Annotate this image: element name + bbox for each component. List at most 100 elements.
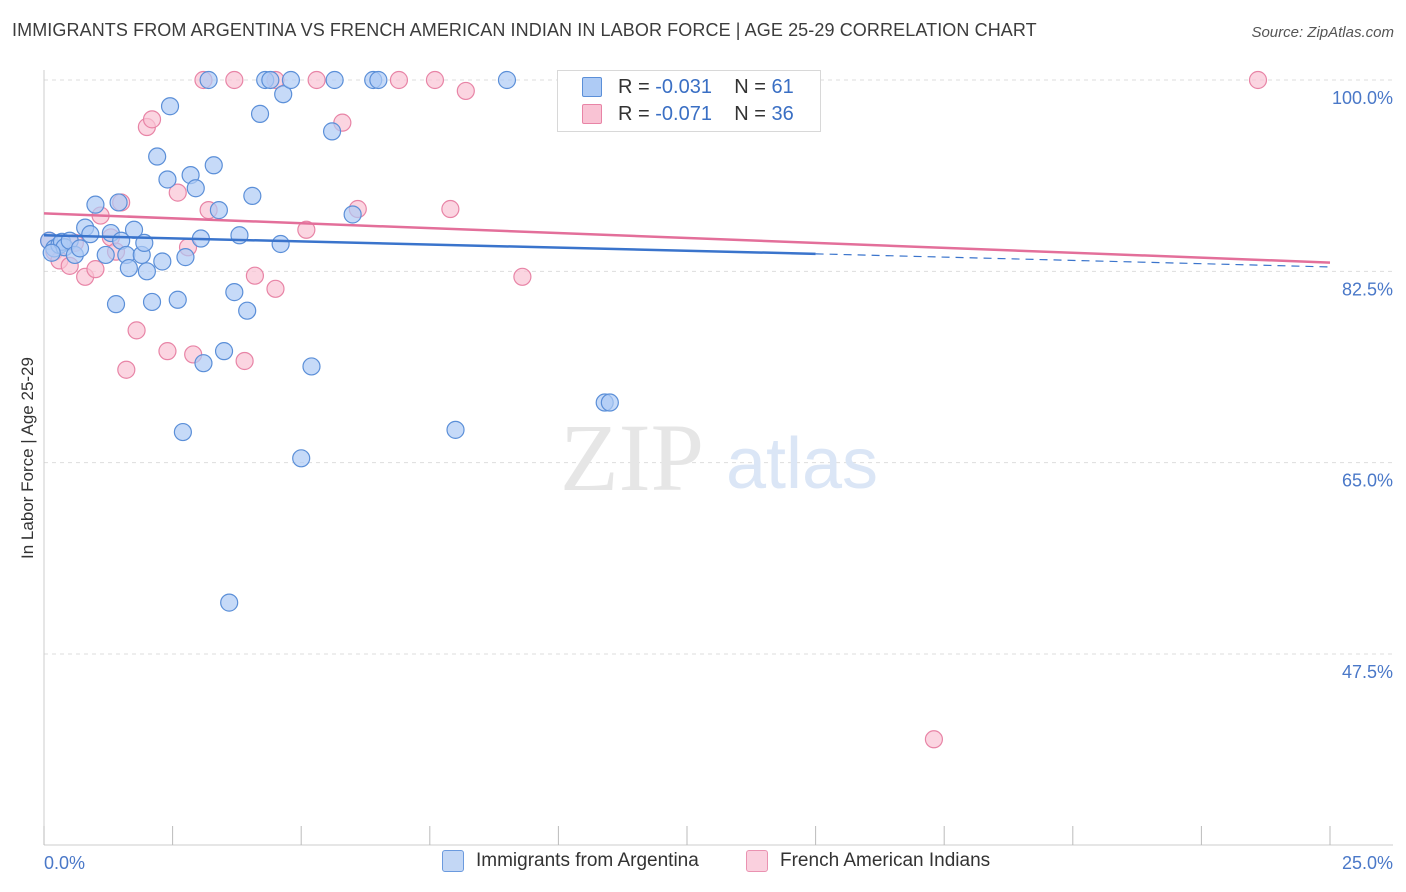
legend-r-label: R = — [618, 102, 650, 125]
source-credit: Source: ZipAtlas.com — [1251, 24, 1394, 41]
data-point[interactable] — [235, 351, 254, 371]
data-point[interactable] — [924, 730, 944, 749]
y-tick-labels: 100.0% 82.5% 65.0% 47.5% — [1332, 88, 1393, 682]
data-point[interactable] — [214, 342, 234, 361]
series-immigrants-from-argentina — [40, 70, 619, 612]
data-point[interactable] — [302, 357, 321, 376]
legend-n-label: N = — [734, 75, 766, 98]
x-tick-labels: 0.0% 25.0% — [44, 853, 1393, 873]
y-tick-label: 47.5% — [1342, 662, 1393, 682]
data-point[interactable] — [446, 420, 465, 439]
y-tick-label: 100.0% — [1332, 88, 1393, 108]
data-point[interactable] — [389, 70, 409, 90]
x-tick-label-min: 0.0% — [44, 853, 85, 873]
data-point[interactable] — [142, 110, 162, 129]
data-point[interactable] — [168, 290, 187, 309]
series-legend: Immigrants from Argentina French America… — [0, 850, 1406, 878]
data-point[interactable] — [117, 360, 136, 379]
data-point[interactable] — [456, 81, 475, 101]
trend-line-french — [43, 212, 1331, 264]
data-point[interactable] — [274, 85, 293, 104]
watermark-atlas: atlas — [726, 424, 878, 504]
data-point[interactable] — [142, 292, 162, 312]
data-point[interactable] — [160, 97, 180, 116]
data-point[interactable] — [119, 258, 138, 278]
data-point[interactable] — [186, 179, 205, 198]
data-point[interactable] — [1248, 70, 1268, 90]
data-point[interactable] — [441, 199, 460, 219]
legend-n-value: 36 — [771, 102, 794, 125]
data-point[interactable] — [225, 70, 244, 90]
y-tick-label: 82.5% — [1342, 279, 1393, 299]
data-point[interactable] — [271, 234, 290, 254]
legend-n-label: N = — [734, 102, 766, 125]
watermark-zip: ZIP — [560, 404, 704, 511]
data-point[interactable] — [250, 104, 270, 123]
legend-r-value: -0.071 — [655, 102, 712, 125]
data-point[interactable] — [266, 279, 285, 298]
data-point[interactable] — [325, 70, 344, 90]
legend-n-value: 61 — [771, 75, 794, 98]
data-point[interactable] — [153, 252, 172, 271]
legend-swatch-pink — [582, 104, 602, 124]
legend-swatch-pink — [746, 850, 768, 872]
data-point[interactable] — [204, 156, 223, 175]
data-point[interactable] — [238, 301, 257, 320]
data-point[interactable] — [168, 183, 187, 202]
data-point[interactable] — [513, 267, 532, 286]
data-point[interactable] — [497, 70, 517, 90]
data-point[interactable] — [369, 70, 388, 90]
legend-swatch-blue — [582, 77, 602, 97]
legend-item-french[interactable]: French American Indians — [746, 850, 990, 872]
legend-r-value: -0.031 — [655, 75, 712, 98]
legend-row-french: R = -0.071 N = 36 — [582, 101, 794, 127]
data-point[interactable] — [292, 449, 311, 468]
data-point[interactable] — [42, 243, 61, 262]
data-point[interactable] — [261, 70, 280, 90]
trend-lines — [43, 212, 1331, 268]
data-point[interactable] — [81, 225, 100, 244]
data-point[interactable] — [176, 248, 195, 267]
data-point[interactable] — [281, 70, 301, 90]
legend-item-argentina[interactable]: Immigrants from Argentina — [442, 850, 699, 872]
data-point[interactable] — [322, 122, 342, 141]
data-point[interactable] — [425, 70, 445, 90]
data-point[interactable] — [96, 245, 115, 265]
legend-row-argentina: R = -0.031 N = 61 — [582, 74, 794, 100]
data-point[interactable] — [220, 593, 239, 612]
legend-r-label: R = — [618, 75, 650, 98]
data-point[interactable] — [243, 186, 262, 205]
axes — [43, 70, 1393, 846]
data-point[interactable] — [245, 266, 265, 285]
data-point[interactable] — [109, 193, 128, 212]
data-point[interactable] — [86, 260, 105, 279]
trend-line-argentina — [43, 234, 816, 256]
data-point[interactable] — [225, 283, 244, 302]
x-tick-label-max: 25.0% — [1342, 853, 1393, 873]
chart-title: IMMIGRANTS FROM ARGENTINA VS FRENCH AMER… — [12, 20, 1037, 40]
data-point[interactable] — [297, 220, 316, 239]
data-point[interactable] — [70, 239, 90, 258]
data-point[interactable] — [86, 195, 105, 214]
legend-label-french: French American Indians — [780, 850, 991, 871]
data-point[interactable] — [127, 321, 146, 340]
data-point[interactable] — [106, 295, 126, 314]
legend-label-argentina: Immigrants from Argentina — [476, 850, 699, 871]
data-point[interactable] — [199, 70, 218, 90]
data-point[interactable] — [343, 205, 362, 224]
data-point[interactable] — [307, 70, 326, 90]
data-point[interactable] — [209, 201, 228, 220]
data-point[interactable] — [194, 354, 213, 373]
data-point[interactable] — [137, 262, 156, 281]
data-point[interactable] — [600, 393, 619, 412]
legend-swatch-blue — [442, 850, 464, 872]
watermark: ZIP atlas — [560, 404, 878, 511]
y-tick-label: 65.0% — [1342, 471, 1393, 491]
data-point[interactable] — [158, 170, 177, 189]
data-point[interactable] — [158, 342, 177, 361]
trend-line-argentina-extrapolated — [815, 253, 1331, 268]
data-point[interactable] — [148, 147, 167, 166]
data-point[interactable] — [173, 422, 192, 442]
correlation-legend: R = -0.031 N = 61 R = -0.071 N = 36 — [557, 70, 821, 132]
